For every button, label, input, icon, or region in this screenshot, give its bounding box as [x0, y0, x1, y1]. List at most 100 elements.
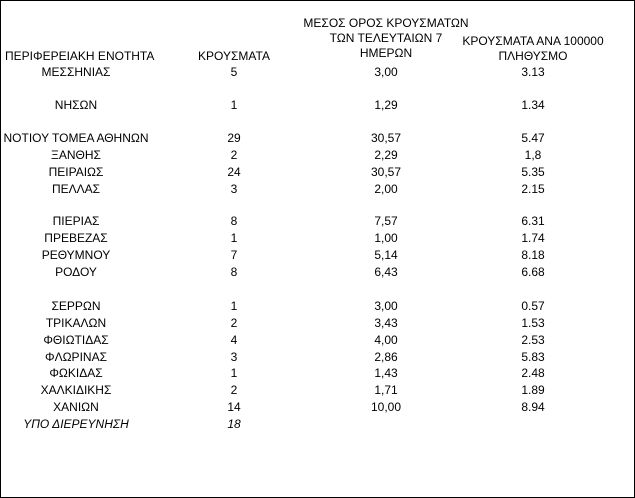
header-region: ΠΕΡΙΦΕΡΕΙΑΚΗ ΕΝΟΤΗΤΑ	[5, 49, 154, 64]
header-per-line-1: ΚΡΟΥΣΜΑΤΑ ΑΝΑ 100000	[462, 34, 604, 48]
cases-value: 29	[227, 131, 241, 145]
table-row: ΡΕΘΥΜΝΟΥ 7 5,14 8.18	[1, 247, 634, 263]
region-name: ΜΕΣΣΗΝΙΑΣ	[41, 65, 111, 79]
average-value: 1,29	[374, 98, 398, 112]
table-row: ΦΛΩΡΙΝΑΣ 3 2,86 5.83	[1, 349, 634, 365]
average-value: 1,43	[374, 366, 398, 380]
average-value: 3,43	[374, 316, 398, 330]
table-row: ΝΗΣΩΝ 1 1,29 1.34	[1, 97, 634, 113]
region-name: ΝΟΤΙΟΥ ΤΟΜΕΑ ΑΘΗΝΩΝ	[3, 131, 149, 145]
region-name: ΞΑΝΘΗΣ	[51, 148, 101, 162]
cases-value: 8	[230, 265, 238, 279]
cases-value: 1	[230, 98, 238, 112]
region-name: ΠΕΙΡΑΙΩΣ	[48, 165, 104, 179]
cases-value: 14	[227, 400, 241, 414]
cases-value: 5	[230, 65, 238, 79]
average-value: 1,00	[374, 231, 398, 245]
cases-value: 7	[230, 248, 238, 262]
cases-value: 18	[227, 417, 241, 431]
header-average: ΜΕΣΟΣ ΟΡΟΣ ΚΡΟΥΣΜΑΤΩΝ ΤΩΝ ΤΕΛΕΥΤΑΙΩΝ 7 Η…	[301, 16, 471, 61]
per-100000-value: 8.94	[521, 400, 545, 414]
per-100000-value: 2.48	[521, 366, 545, 380]
table-row: ΦΘΙΩΤΙΔΑΣ 4 4,00 2.53	[1, 332, 634, 348]
cases-value: 2	[230, 383, 238, 397]
cases-value: 1	[230, 231, 238, 245]
table-row: ΠΕΛΛΑΣ 3 2,00 2.15	[1, 181, 634, 197]
average-value: 3,00	[374, 299, 398, 313]
table-row: ΠΕΙΡΑΙΩΣ 24 30,57 5.35	[1, 164, 634, 180]
region-name: ΣΕΡΡΩΝ	[51, 299, 101, 313]
region-name: ΠΙΕΡΙΑΣ	[52, 214, 100, 228]
header-average-line-1: ΜΕΣΟΣ ΟΡΟΣ ΚΡΟΥΣΜΑΤΩΝ	[303, 16, 469, 30]
table-row: ΠΡΕΒΕΖΑΣ 1 1,00 1.74	[1, 230, 634, 246]
header-region-label: ΠΕΡΙΦΕΡΕΙΑΚΗ ΕΝΟΤΗΤΑ	[5, 49, 155, 63]
region-name: ΦΩΚΙΔΑΣ	[49, 366, 103, 380]
per-100000-value: 3.13	[521, 65, 545, 79]
cases-value: 1	[230, 299, 238, 313]
table-row: ΡΟΔΟΥ 8 6,43 6.68	[1, 264, 634, 280]
cases-value: 2	[230, 316, 238, 330]
cases-value: 3	[230, 182, 238, 196]
table-row: ΣΕΡΡΩΝ 1 3,00 0.57	[1, 298, 634, 314]
per-100000-value: 6.31	[521, 214, 545, 228]
per-100000-value: 8.18	[521, 248, 545, 262]
region-name: ΦΘΙΩΤΙΔΑΣ	[43, 333, 109, 347]
header-average-line-3: ΗΜΕΡΩΝ	[359, 46, 413, 60]
table-row: ΧΑΝΙΩΝ 14 10,00 8.94	[1, 399, 634, 415]
average-value: 4,00	[374, 333, 398, 347]
cases-value: 3	[230, 350, 238, 364]
average-value: 1,71	[374, 383, 398, 397]
average-value: 30,57	[370, 131, 402, 145]
cases-value: 1	[230, 366, 238, 380]
per-100000-value: 2.53	[521, 333, 545, 347]
per-100000-value: 5.47	[521, 131, 545, 145]
cases-value: 2	[230, 148, 238, 162]
table-row: ΦΩΚΙΔΑΣ 1 1,43 2.48	[1, 365, 634, 381]
table-row-under-investigation: ΥΠΟ ΔΙΕΡΕΥΝΗΣΗ 18	[1, 416, 634, 432]
region-name: ΥΠΟ ΔΙΕΡΕΥΝΗΣΗ	[23, 417, 129, 431]
header-cases-label: ΚΡΟΥΣΜΑΤΑ	[198, 49, 270, 63]
average-value: 2,29	[374, 148, 398, 162]
per-100000-value: 2.15	[521, 182, 545, 196]
region-name: ΠΕΛΛΑΣ	[51, 182, 101, 196]
region-name: ΠΡΕΒΕΖΑΣ	[44, 231, 108, 245]
table-row: ΠΙΕΡΙΑΣ 8 7,57 6.31	[1, 213, 634, 229]
region-name: ΡΕΘΥΜΝΟΥ	[41, 248, 111, 262]
per-100000-value: 5.83	[521, 350, 545, 364]
per-100000-value: 1,8	[524, 148, 542, 162]
cases-value: 8	[230, 214, 238, 228]
average-value: 2,00	[374, 182, 398, 196]
table-row: ΝΟΤΙΟΥ ΤΟΜΕΑ ΑΘΗΝΩΝ 29 30,57 5.47	[1, 130, 634, 146]
per-100000-value: 5.35	[521, 165, 545, 179]
cases-value: 24	[227, 165, 241, 179]
header-per-100000: ΚΡΟΥΣΜΑΤΑ ΑΝΑ 100000 ΠΛΗΘΥΣΜΟ	[453, 34, 613, 64]
table-row: ΞΑΝΘΗΣ 2 2,29 1,8	[1, 147, 634, 163]
cases-value: 4	[230, 333, 238, 347]
average-value: 6,43	[374, 265, 398, 279]
average-value: 30,57	[370, 165, 402, 179]
table-row: ΤΡΙΚΑΛΩΝ 2 3,43 1.53	[1, 315, 634, 331]
region-name: ΦΛΩΡΙΝΑΣ	[45, 350, 107, 364]
table-row: ΜΕΣΣΗΝΙΑΣ 5 3,00 3.13	[1, 64, 634, 80]
average-value: 7,57	[374, 214, 398, 228]
header-cases: ΚΡΟΥΣΜΑΤΑ	[189, 49, 279, 64]
per-100000-value: 6.68	[521, 265, 545, 279]
per-100000-value: 1.34	[521, 98, 545, 112]
region-name: ΤΡΙΚΑΛΩΝ	[45, 316, 107, 330]
per-100000-value: 1.74	[521, 231, 545, 245]
per-100000-value: 0.57	[521, 299, 545, 313]
average-value: 3,00	[374, 65, 398, 79]
region-name: ΧΑΛΚΙΔΙΚΗΣ	[40, 383, 112, 397]
average-value: 5,14	[374, 248, 398, 262]
per-100000-value: 1.53	[521, 316, 545, 330]
average-value: 2,86	[374, 350, 398, 364]
region-name: ΡΟΔΟΥ	[55, 265, 97, 279]
average-value: 10,00	[370, 400, 402, 414]
per-100000-value: 1.89	[521, 383, 545, 397]
header-average-line-2: ΤΩΝ ΤΕΛΕΥΤΑΙΩΝ 7	[329, 31, 443, 45]
region-name: ΝΗΣΩΝ	[54, 98, 98, 112]
header-per-line-2: ΠΛΗΘΥΣΜΟ	[498, 49, 568, 63]
region-name: ΧΑΝΙΩΝ	[53, 400, 99, 414]
table-row: ΧΑΛΚΙΔΙΚΗΣ 2 1,71 1.89	[1, 382, 634, 398]
